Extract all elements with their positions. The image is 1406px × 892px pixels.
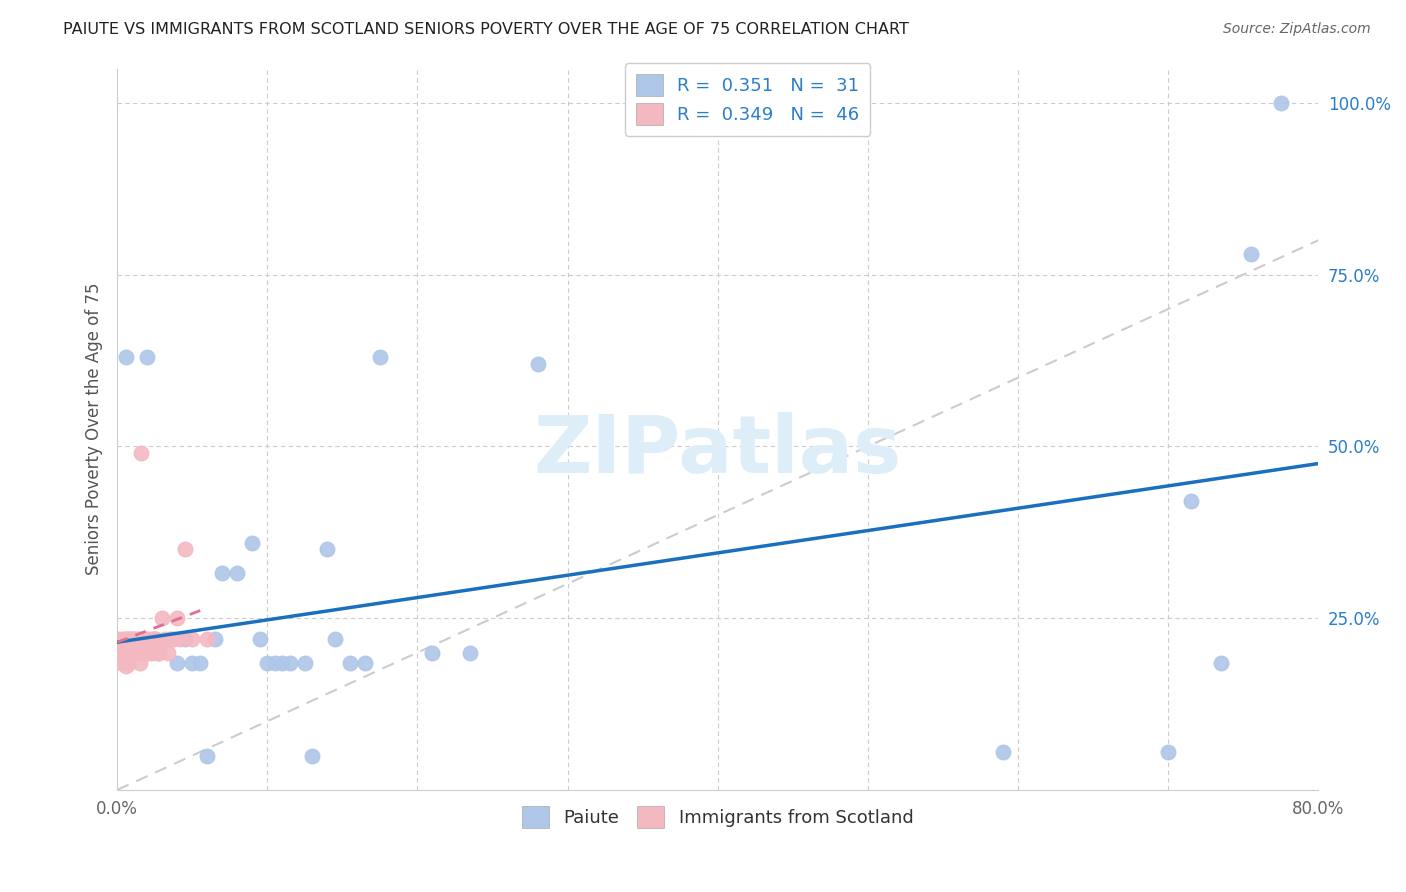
Point [125,632,148,646]
Point [169,632,191,646]
Point [135,632,157,646]
Legend: Paiute, Immigrants from Scotland: Paiute, Immigrants from Scotland [515,798,921,835]
Point [136,350,159,364]
Point [128,656,150,670]
Point [124,646,146,660]
Point [157,646,180,660]
Point [115,350,138,364]
Point [129,646,152,660]
Point [159,632,181,646]
Point [240,535,263,549]
Point [160,632,183,646]
Point [118,632,141,646]
Point [117,632,139,646]
Point [134,646,156,660]
Point [138,646,160,660]
Point [323,632,346,646]
Point [118,656,141,670]
Point [132,632,155,646]
Point [173,542,195,557]
Point [422,646,444,660]
Point [143,632,166,646]
Point [114,632,136,646]
Point [526,357,548,371]
Point [991,745,1014,759]
Point [211,566,233,581]
Point [142,632,165,646]
Point [143,632,166,646]
Point [163,632,186,646]
Point [256,656,278,670]
Point [121,646,143,660]
Point [122,632,145,646]
Point [150,611,173,625]
Point [271,656,294,670]
Point [120,646,142,660]
Point [458,646,481,660]
Point [339,656,361,670]
Point [1240,247,1263,261]
Point [139,632,162,646]
Point [121,632,143,646]
Point [195,632,218,646]
Point [111,656,134,670]
Text: PAIUTE VS IMMIGRANTS FROM SCOTLAND SENIORS POVERTY OVER THE AGE OF 75 CORRELATIO: PAIUTE VS IMMIGRANTS FROM SCOTLAND SENIO… [63,22,910,37]
Point [145,632,167,646]
Point [127,632,149,646]
Point [195,748,218,763]
Point [114,646,136,660]
Point [166,611,188,625]
Point [108,646,131,660]
Point [1180,494,1202,508]
Point [354,656,377,670]
Point [112,632,135,646]
Point [301,748,323,763]
Point [120,632,142,646]
Point [129,446,152,460]
Point [173,632,195,646]
Point [204,632,226,646]
Point [115,659,138,673]
Point [148,646,170,660]
Point [129,632,152,646]
Point [188,656,211,670]
Point [226,566,249,581]
Point [181,632,204,646]
Point [115,632,138,646]
Point [278,656,301,670]
Point [316,542,339,557]
Point [181,656,204,670]
Point [117,646,139,660]
Point [136,632,159,646]
Text: Source: ZipAtlas.com: Source: ZipAtlas.com [1223,22,1371,37]
Point [107,632,129,646]
Point [146,646,169,660]
Point [124,632,146,646]
Point [1157,745,1180,759]
Point [294,656,316,670]
Text: ZIPatlas: ZIPatlas [534,412,901,490]
Point [166,656,188,670]
Point [141,646,163,660]
Point [263,656,285,670]
Point [249,632,271,646]
Point [155,632,177,646]
Point [1209,656,1232,670]
Point [1270,95,1292,110]
Y-axis label: Seniors Poverty Over the Age of 75: Seniors Poverty Over the Age of 75 [86,283,103,575]
Point [368,350,391,364]
